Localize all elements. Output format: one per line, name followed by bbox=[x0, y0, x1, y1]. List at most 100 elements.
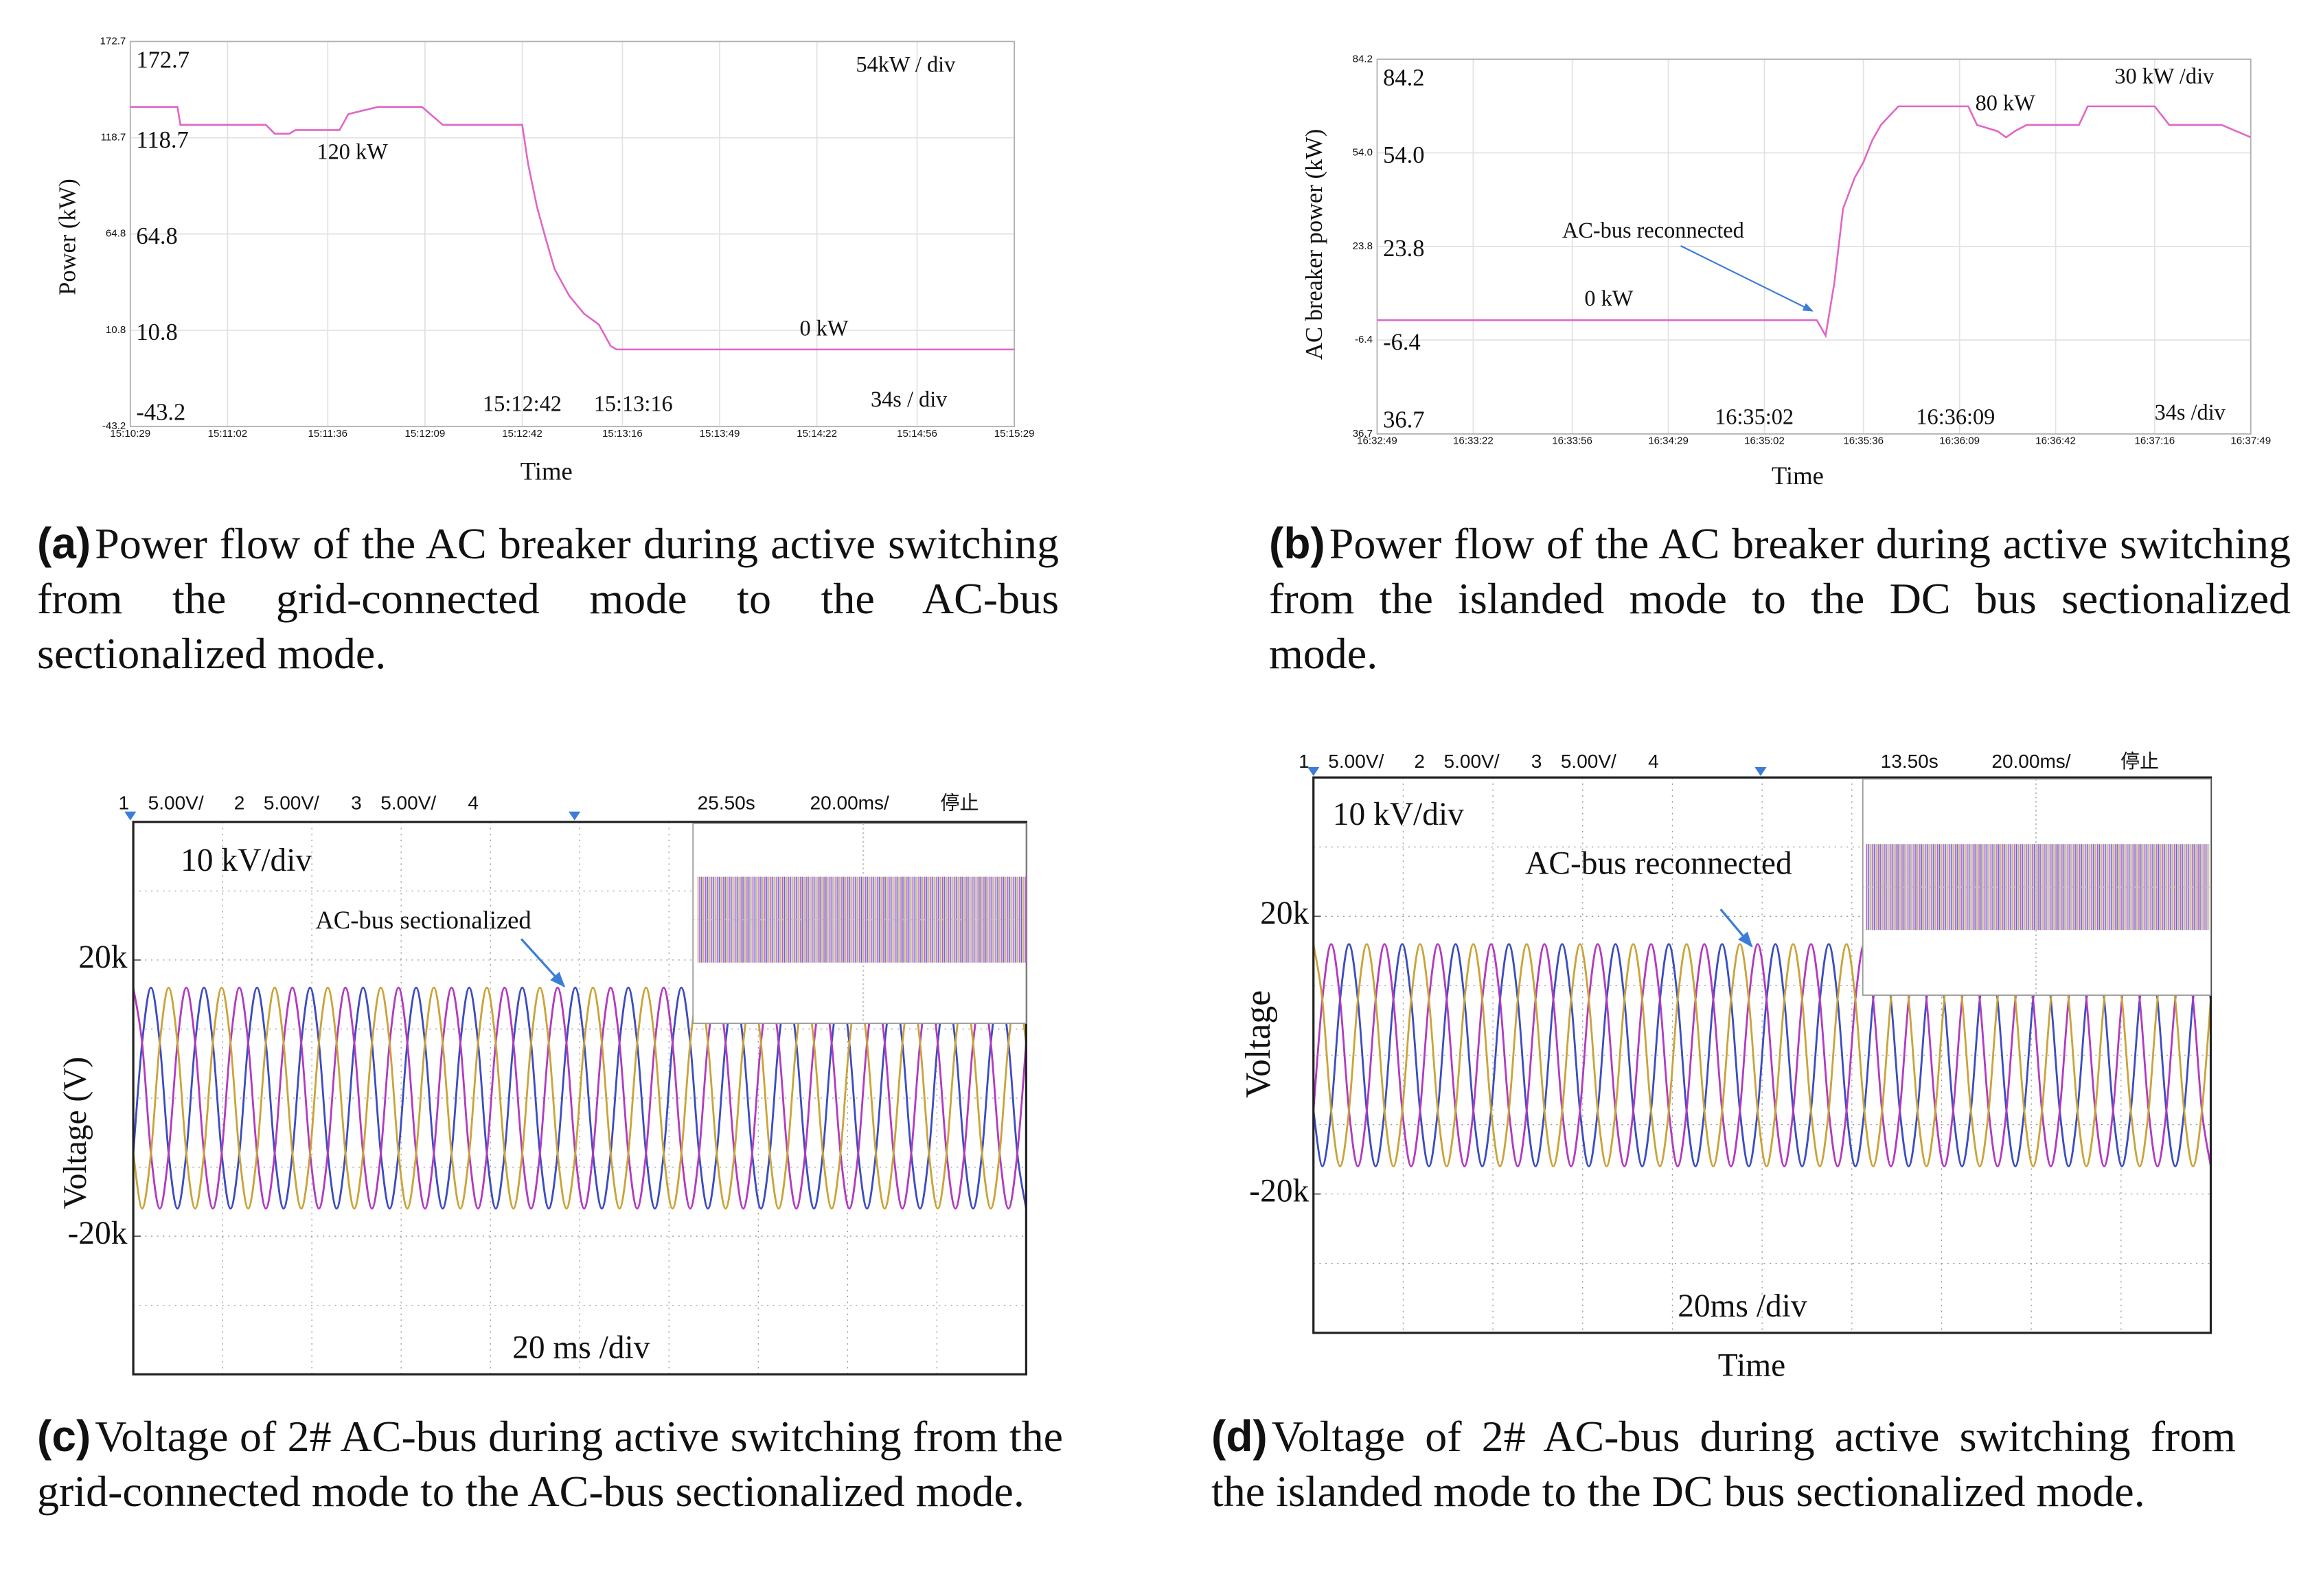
caption-text: Voltage of 2# AC-bus during active switc… bbox=[1211, 1412, 2236, 1516]
x-axis-label: Time bbox=[521, 457, 573, 485]
channel-label: 3 bbox=[1531, 751, 1542, 772]
x-tick-label: 16:35:36 bbox=[1843, 435, 1884, 447]
caption-label: (a) bbox=[37, 518, 91, 568]
header-status: 停止 bbox=[2120, 751, 2159, 772]
x-tick-label: 15:10:29 bbox=[110, 428, 150, 440]
annotation: 15:12:42 bbox=[483, 391, 562, 415]
header-status: 停止 bbox=[940, 792, 979, 813]
y-value-label: 64.8 bbox=[136, 223, 177, 249]
x-tick-label: 15:12:09 bbox=[405, 428, 446, 440]
y-tick-label: 118.7 bbox=[101, 132, 126, 144]
y-value-label: 10.8 bbox=[136, 319, 177, 345]
y-value-label: 36.7 bbox=[1383, 407, 1424, 433]
channel-label: 1 bbox=[1299, 751, 1310, 772]
x-tick-label: 15:11:02 bbox=[208, 428, 248, 440]
waveform bbox=[132, 986, 1027, 1210]
annotation: 20 ms /div bbox=[512, 1330, 650, 1366]
y-value-label: 54.0 bbox=[1383, 142, 1424, 168]
annotation: 10 kV/div bbox=[181, 843, 312, 878]
x-tick-label: 15:12:42 bbox=[502, 428, 542, 440]
annotation: 34s / div bbox=[871, 387, 948, 411]
plot-border bbox=[129, 41, 1016, 427]
y-value-label: -43.2 bbox=[136, 400, 185, 426]
y-tick-label: 54.0 bbox=[1353, 147, 1373, 159]
caption: (c)Voltage of 2# AC-bus during active sw… bbox=[37, 1409, 1063, 1519]
waveform bbox=[1312, 943, 2212, 1167]
y-value-label: -6.4 bbox=[1383, 330, 1421, 356]
annotation: AC-bus sectionalized bbox=[315, 906, 531, 934]
channel-label: 1 bbox=[119, 792, 130, 813]
x-tick-label: 15:13:49 bbox=[700, 428, 740, 440]
channel-label: 4 bbox=[468, 792, 479, 813]
inset bbox=[1862, 778, 2212, 996]
x-tick-label: 15:14:56 bbox=[897, 428, 937, 440]
arrow bbox=[1680, 245, 1814, 312]
x-tick-label: 16:37:49 bbox=[2230, 435, 2271, 447]
plot-border bbox=[1376, 58, 2252, 435]
annotation: 0 kW bbox=[799, 315, 848, 340]
y-value-label: 84.2 bbox=[1383, 65, 1424, 91]
y-value-label: 23.8 bbox=[1383, 236, 1424, 262]
annotation: 30 kW /div bbox=[2114, 64, 2215, 89]
y-value-label: 172.7 bbox=[136, 47, 190, 73]
arrow bbox=[1719, 909, 1753, 948]
header-timebase: 20.00ms/ bbox=[1991, 751, 2070, 772]
caption-label: (c) bbox=[37, 1411, 91, 1461]
x-axis-label: Time bbox=[1772, 461, 1824, 490]
y-tick-label: -43.2 bbox=[102, 420, 126, 432]
data-line bbox=[1377, 105, 2252, 339]
x-tick-label: 16:33:56 bbox=[1552, 435, 1592, 447]
x-tick-label: 16:36:09 bbox=[1939, 435, 1980, 447]
inset bbox=[692, 823, 1027, 1024]
channel-label: 4 bbox=[1648, 751, 1659, 772]
x-tick-label: 15:11:36 bbox=[308, 428, 347, 440]
plot-border bbox=[132, 821, 1028, 1376]
caption: (b)Power flow of the AC breaker during a… bbox=[1269, 516, 2291, 681]
annotation: AC-bus reconnected bbox=[1562, 218, 1744, 242]
caption-text: Power flow of the AC breaker during acti… bbox=[1269, 519, 2291, 678]
y-axis-label: AC breaker power (kW) bbox=[1301, 129, 1327, 360]
x-tick-label: 16:33:22 bbox=[1453, 435, 1494, 447]
channel-scale: 5.00V/ bbox=[1444, 751, 1500, 772]
y-tick-label: 20k bbox=[78, 939, 127, 975]
annotation: 10 kV/div bbox=[1333, 797, 1464, 832]
channel-scale: 5.00V/ bbox=[1561, 751, 1616, 772]
waveform bbox=[132, 986, 1027, 1210]
overlays bbox=[124, 245, 2212, 1024]
caption: (a)Power flow of the AC breaker during a… bbox=[37, 516, 1059, 681]
y-tick-label: 84.2 bbox=[1353, 53, 1373, 65]
y-tick-label: 64.8 bbox=[106, 228, 126, 240]
channel-scale: 5.00V/ bbox=[380, 792, 436, 813]
caption-label: (b) bbox=[1269, 518, 1325, 568]
annotation: 16:35:02 bbox=[1715, 404, 1794, 429]
y-value-label: 118.7 bbox=[136, 127, 188, 153]
x-tick-label: 16:36:42 bbox=[2035, 435, 2076, 447]
x-tick-label: 15:15:29 bbox=[994, 428, 1035, 440]
caption-label: (d) bbox=[1211, 1411, 1268, 1461]
y-tick-label: -20k bbox=[67, 1216, 127, 1251]
y-tick-label: -20k bbox=[1249, 1174, 1309, 1209]
y-tick-label: 172.7 bbox=[100, 35, 126, 47]
y-axis-label: Voltage (V) bbox=[58, 1057, 93, 1209]
x-tick-label: 15:14:22 bbox=[797, 428, 837, 440]
annotation: AC-bus reconnected bbox=[1525, 845, 1792, 881]
plots: -43.2 -43.2 10.8 10.8 64.8 64.8 118.7 118.7 172.… bbox=[54, 35, 2271, 1383]
annotation: 0 kW bbox=[1584, 286, 1633, 310]
caption: (d)Voltage of 2# AC-bus during active sw… bbox=[1211, 1409, 2236, 1519]
x-tick-label: 16:35:02 bbox=[1744, 435, 1785, 447]
y-tick-label: 23.8 bbox=[1353, 240, 1373, 252]
caption-text: Power flow of the AC breaker during acti… bbox=[37, 519, 1059, 678]
channel-scale: 5.00V/ bbox=[1328, 751, 1384, 772]
x-tick-label: 15:13:16 bbox=[602, 428, 643, 440]
x-tick-label: 16:37:16 bbox=[2134, 435, 2175, 447]
header-timebase: 20.00ms/ bbox=[810, 792, 889, 813]
caption-text: Voltage of 2# AC-bus during active switc… bbox=[37, 1412, 1063, 1516]
x-axis-label: Time bbox=[1718, 1347, 1785, 1383]
annotation: 54kW / div bbox=[856, 52, 956, 76]
y-axis-label: Voltage bbox=[1239, 990, 1278, 1098]
y-tick-label: 36.7 bbox=[1353, 428, 1373, 440]
x-tick-label: 16:34:29 bbox=[1648, 435, 1689, 447]
annotation: 120 kW bbox=[317, 139, 388, 164]
channel-label: 2 bbox=[1414, 751, 1425, 772]
